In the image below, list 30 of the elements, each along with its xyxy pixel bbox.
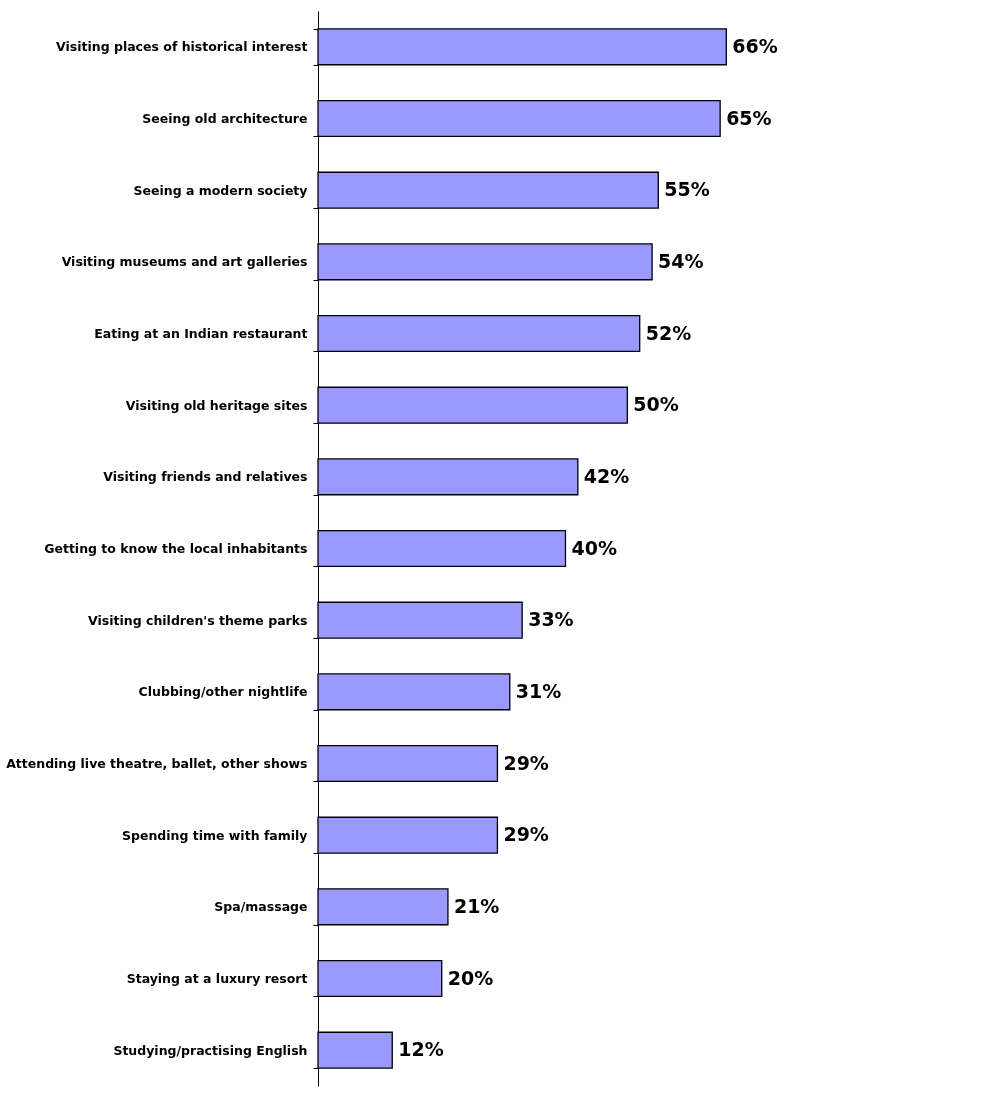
y-tick-label: Eating at an Indian restaurant [94, 326, 308, 341]
y-tick-label: Studying/practising English [113, 1042, 308, 1058]
y-tick-label: Staying at a luxury resort [126, 971, 308, 986]
y-tick-label: Attending live theatre, ballet, other shows [6, 756, 308, 771]
data-label: 21% [453, 894, 500, 917]
y-tick-label: Spa/massage [214, 899, 308, 915]
y-tick-label: Visiting museums and art galleries [61, 254, 308, 270]
data-label: 50% [633, 393, 679, 416]
data-label: 31% [515, 679, 562, 702]
y-tick-label: Visiting old heritage sites [125, 397, 308, 413]
y-tick-label: Getting to know the local inhabitants [44, 541, 308, 556]
y-tick-label: Spending time with family [121, 827, 308, 843]
y-tick-label: Visiting places of historical interest [56, 39, 308, 55]
data-label: 29% [503, 823, 549, 846]
data-label: 33% [528, 608, 574, 631]
data-label: 29% [503, 751, 549, 774]
data-label: 66% [732, 34, 778, 57]
y-tick-label: Seeing old architecture [142, 111, 308, 126]
y-tick-label: Visiting friends and relatives [103, 469, 308, 485]
data-label: 54% [658, 249, 704, 272]
data-label: 20% [447, 966, 494, 989]
data-label: 40% [571, 536, 617, 559]
y-tick-label: Clubbing/other nightlife [138, 684, 308, 700]
data-label: 55% [664, 178, 710, 201]
data-label: 52% [645, 321, 692, 344]
y-tick-label: Seeing a modern society [133, 182, 308, 198]
y-tick-label: Visiting children's theme parks [88, 612, 308, 628]
data-label: 65% [726, 106, 772, 129]
data-label: 42% [583, 464, 630, 487]
data-label: 12% [398, 1038, 444, 1061]
